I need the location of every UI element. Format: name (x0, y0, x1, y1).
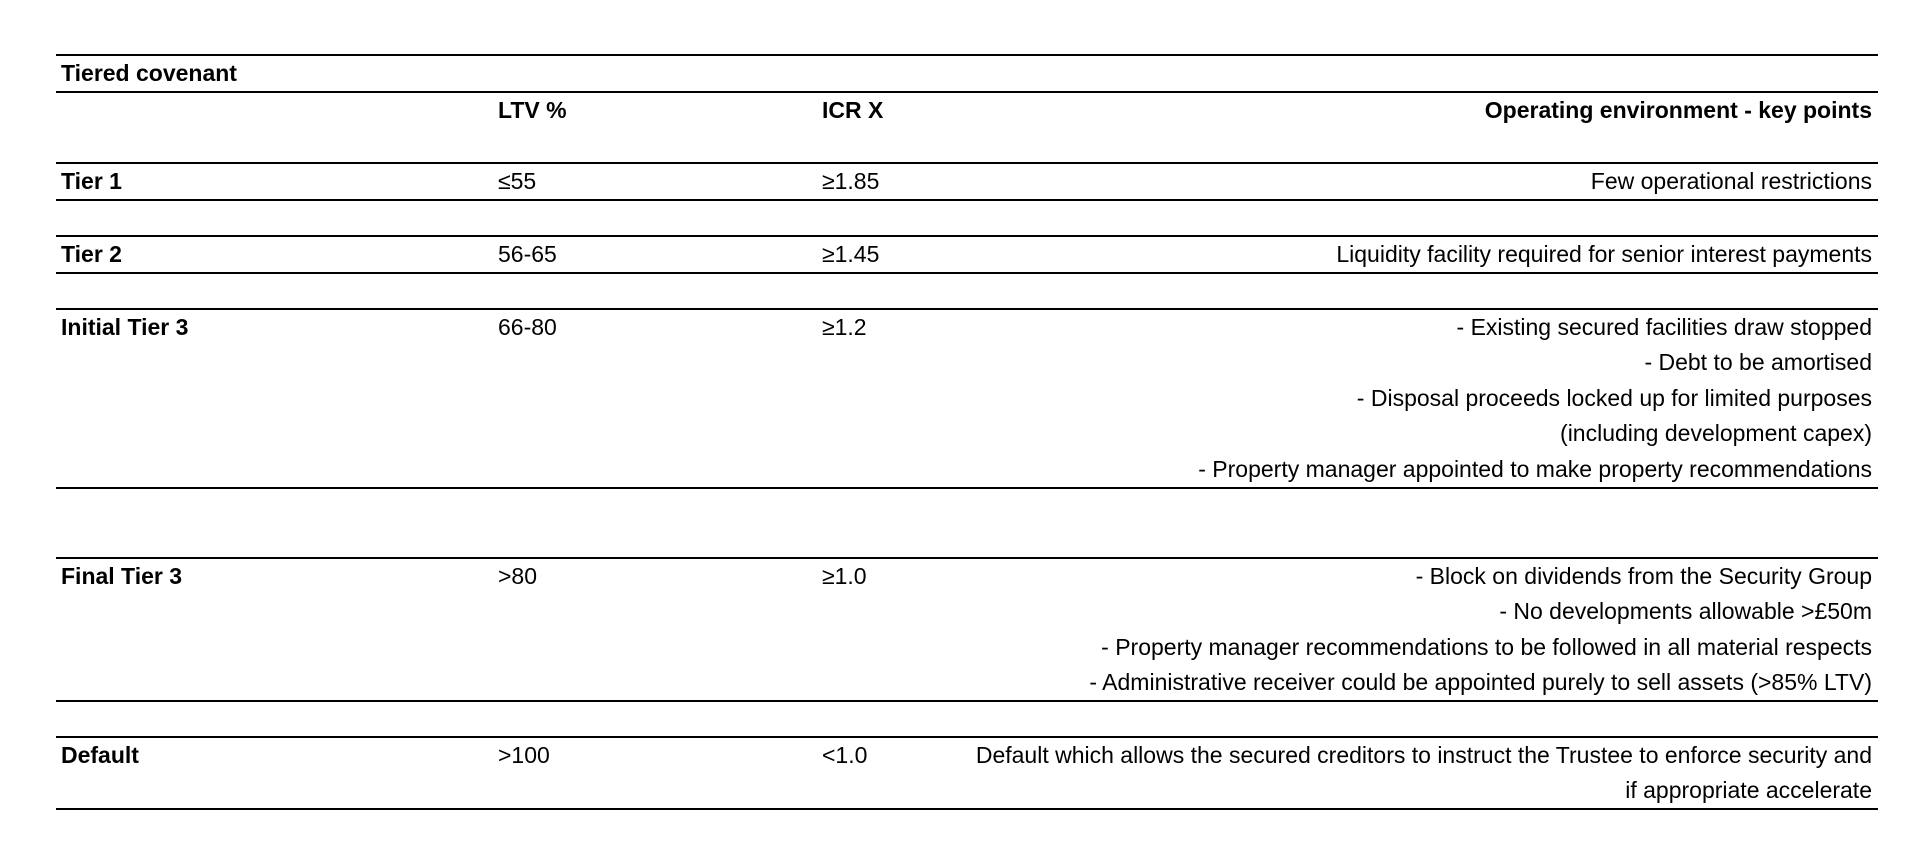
key-point: (including development capex) (1560, 420, 1872, 447)
tier-name: Final Tier 3 (61, 563, 183, 589)
ltv-value: 66-80 (498, 314, 557, 340)
tier-name: Tier 1 (61, 168, 122, 194)
table-title: Tiered covenant (61, 60, 237, 86)
icr-value: ≥1.45 (822, 241, 880, 267)
key-point: - Property manager appointed to make pro… (1198, 455, 1872, 482)
ltv-value: 56-65 (498, 241, 557, 267)
table-row: Initial Tier 3 66-80 ≥1.2 - Existing sec… (56, 310, 1878, 487)
ltv-value: ≤55 (498, 168, 537, 194)
tier-name: Initial Tier 3 (61, 314, 189, 340)
row-rule (56, 308, 1878, 310)
key-points-list: Default which allows the secured credito… (976, 738, 1872, 809)
table-top-rule (56, 54, 1878, 56)
key-point: - No developments allowable >£50m (1499, 598, 1872, 625)
row-rule (56, 272, 1878, 274)
header-rule (56, 91, 1878, 93)
row-rule (56, 487, 1878, 489)
key-point: - Disposal proceeds locked up for limite… (1356, 384, 1872, 411)
ltv-value: >100 (498, 742, 550, 768)
table-row: Tier 2 56-65 ≥1.45 Liquidity facility re… (56, 237, 1878, 272)
row-rule (56, 736, 1878, 738)
key-points-list: - Existing secured facilities draw stopp… (1198, 310, 1872, 487)
row-rule (56, 700, 1878, 702)
key-point: Default which allows the secured credito… (975, 742, 1872, 768)
table-row: Final Tier 3 >80 ≥1.0 - Block on dividen… (56, 559, 1878, 700)
table-title-row: Tiered covenant (56, 56, 1878, 91)
header-icr: ICR X (822, 97, 884, 123)
icr-value: ≥1.85 (822, 168, 880, 194)
key-point: - Existing secured facilities draw stopp… (1456, 314, 1872, 340)
ltv-value: >80 (498, 563, 538, 589)
key-point: if appropriate accelerate (1625, 777, 1872, 804)
key-point: - Block on dividends from the Security G… (1415, 563, 1872, 589)
key-point: Liquidity facility required for senior i… (1336, 241, 1872, 267)
key-point: Few operational restrictions (1590, 168, 1872, 194)
tier-name: Default (61, 742, 139, 768)
table-bottom-rule (56, 808, 1878, 810)
tier-name: Tier 2 (61, 241, 122, 267)
icr-value: <1.0 (822, 742, 868, 768)
tiered-covenant-table: Tiered covenant LTV % ICR X Operating en… (56, 54, 1878, 810)
table-row: Tier 1 ≤55 ≥1.85 Few operational restric… (56, 164, 1878, 199)
key-points-list: - Block on dividends from the Security G… (1089, 559, 1872, 701)
table-row: Default >100 <1.0 Default which allows t… (56, 738, 1878, 808)
header-ltv: LTV % (498, 97, 567, 123)
icr-value: ≥1.0 (822, 563, 867, 589)
header-key-points: Operating environment - key points (1484, 97, 1872, 123)
key-point: - Debt to be amortised (1644, 349, 1872, 376)
header-row: LTV % ICR X Operating environment - key … (56, 93, 1878, 128)
icr-value: ≥1.2 (822, 314, 867, 340)
row-rule (56, 557, 1878, 559)
row-rule (56, 235, 1878, 237)
row-rule (56, 199, 1878, 201)
key-point: - Property manager recommendations to be… (1101, 633, 1872, 660)
key-point: - Administrative receiver could be appoi… (1089, 669, 1872, 696)
row-rule (56, 162, 1878, 164)
